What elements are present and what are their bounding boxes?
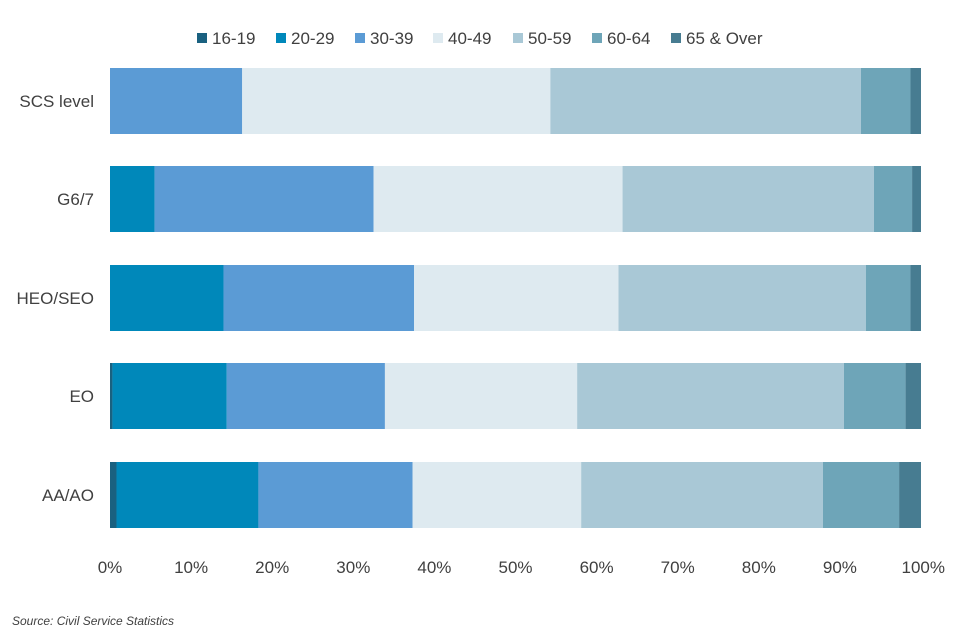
bar-segment-3-6 xyxy=(905,363,921,429)
source-note: Source: Civil Service Statistics xyxy=(12,614,175,628)
legend-swatch-5 xyxy=(592,33,602,43)
legend: 16-19 20-29 30-39 40-49 50-59 60-64 65 & Over xyxy=(197,29,763,48)
legend-swatch-3 xyxy=(433,33,443,43)
bar-segment-2-3 xyxy=(414,265,619,331)
bar-segment-3-4 xyxy=(577,363,844,429)
legend-label-0: 16-19 xyxy=(212,29,255,48)
bar-segment-1-2 xyxy=(154,166,374,232)
bar-segment-3-0 xyxy=(110,363,113,429)
bar-segment-1-1 xyxy=(110,166,155,232)
x-tick-label-6: 60% xyxy=(580,558,614,577)
x-tick-label-10: 100% xyxy=(902,558,945,577)
legend-label-3: 40-49 xyxy=(448,29,491,48)
legend-swatch-6 xyxy=(671,33,681,43)
legend-item-2: 30-39 xyxy=(355,29,413,48)
bar-segment-3-5 xyxy=(843,363,906,429)
x-tick-label-7: 70% xyxy=(661,558,695,577)
x-tick-label-3: 30% xyxy=(336,558,370,577)
bar-segment-4-4 xyxy=(581,462,823,528)
legend-label-6: 65 & Over xyxy=(686,29,763,48)
bar-segment-1-4 xyxy=(622,166,874,232)
x-tick-label-8: 80% xyxy=(742,558,776,577)
bar-segment-2-5 xyxy=(865,265,911,331)
x-tick-label-1: 10% xyxy=(174,558,208,577)
bar-segment-4-2 xyxy=(258,462,413,528)
legend-label-5: 60-64 xyxy=(607,29,650,48)
legend-item-3: 40-49 xyxy=(433,29,491,48)
x-tick-label-2: 20% xyxy=(255,558,289,577)
bar-segment-1-3 xyxy=(373,166,623,232)
legend-swatch-4 xyxy=(513,33,523,43)
bars xyxy=(110,68,921,528)
bar-segment-0-2 xyxy=(110,68,243,134)
category-label-2: HEO/SEO xyxy=(17,289,94,308)
bar-segment-3-1 xyxy=(112,363,227,429)
bar-segment-4-0 xyxy=(110,462,117,528)
x-axis: 0% 10% 20% 30% 40% 50% 60% 70% 80% 90% 100% xyxy=(98,558,945,577)
bar-segment-4-6 xyxy=(899,462,921,528)
legend-swatch-1 xyxy=(276,33,286,43)
legend-label-4: 50-59 xyxy=(528,29,571,48)
x-tick-label-5: 50% xyxy=(498,558,532,577)
bar-segment-4-5 xyxy=(822,462,900,528)
bar-segment-1-5 xyxy=(873,166,913,232)
legend-label-2: 30-39 xyxy=(370,29,413,48)
bar-segment-0-5 xyxy=(860,68,911,134)
x-tick-label-0: 0% xyxy=(98,558,123,577)
legend-swatch-0 xyxy=(197,33,207,43)
bar-segment-2-4 xyxy=(618,265,866,331)
category-label-0: SCS level xyxy=(19,92,94,111)
bar-segment-4-3 xyxy=(412,462,582,528)
legend-swatch-2 xyxy=(355,33,365,43)
bar-segment-2-1 xyxy=(110,265,224,331)
bar-segment-3-3 xyxy=(384,363,578,429)
legend-item-0: 16-19 xyxy=(197,29,255,48)
legend-label-1: 20-29 xyxy=(291,29,334,48)
bar-segment-0-4 xyxy=(550,68,861,134)
category-labels: SCS level G6/7 HEO/SEO EO AA/AO xyxy=(17,92,94,505)
legend-item-6: 65 & Over xyxy=(671,29,763,48)
bar-segment-2-2 xyxy=(223,265,415,331)
x-tick-label-9: 90% xyxy=(823,558,857,577)
legend-item-1: 20-29 xyxy=(276,29,334,48)
bar-segment-2-6 xyxy=(910,265,921,331)
bar-segment-4-1 xyxy=(116,462,259,528)
bar-segment-3-2 xyxy=(226,363,385,429)
category-label-1: G6/7 xyxy=(57,190,94,209)
bar-segment-0-6 xyxy=(910,68,921,134)
category-label-4: AA/AO xyxy=(42,486,94,505)
bar-segment-0-3 xyxy=(242,68,551,134)
category-label-3: EO xyxy=(69,387,94,406)
legend-item-5: 60-64 xyxy=(592,29,650,48)
bar-segment-1-6 xyxy=(912,166,921,232)
legend-item-4: 50-59 xyxy=(513,29,571,48)
x-tick-label-4: 40% xyxy=(417,558,451,577)
